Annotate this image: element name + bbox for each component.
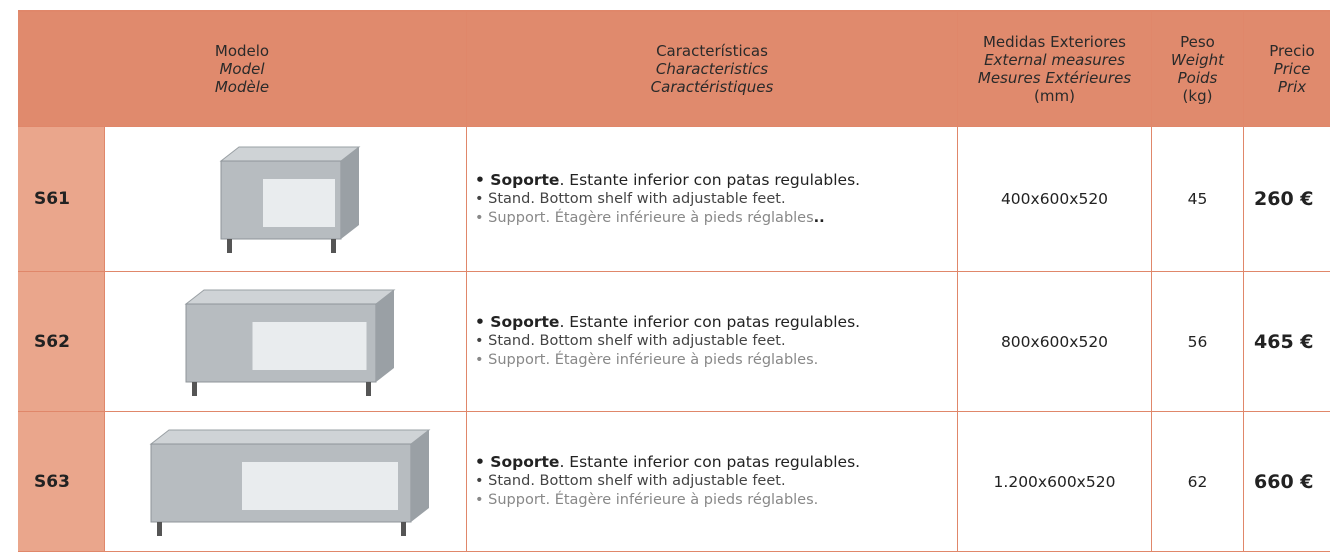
price: 260 € [1244, 127, 1330, 272]
text-en: • Stand. Bottom shelf with adjustable fe… [475, 190, 786, 207]
weight: 56 [1152, 272, 1244, 412]
header-text: External measures [984, 51, 1125, 69]
text-es: • Soporte. Estante inferior con patas re… [475, 313, 860, 332]
header-cell: Modelo Model Modèle [18, 12, 467, 127]
text-fr: • Support. Étagère inférieure à pieds ré… [475, 491, 818, 510]
text-fr: • Support. Étagère inférieure à pieds ré… [475, 352, 819, 368]
text-en: • Stand. Bottom shelf with adjustable fe… [475, 333, 786, 349]
text-es-bold: • Soporte [475, 313, 560, 331]
text-es-bold: • Soporte [475, 453, 560, 471]
text-es-bold: • Soporte [475, 170, 560, 189]
characteristics: • Soporte. Estante inferior con patas re… [467, 272, 958, 412]
product-image [105, 272, 467, 412]
header-text: Weight [1170, 51, 1225, 69]
model-code: S62 [18, 272, 105, 412]
text-es: . Estante inferior con patas regulables. [559, 313, 861, 331]
price: 660 € [1244, 412, 1330, 552]
text-fr-bold: .. [813, 209, 825, 226]
product-image [105, 127, 467, 272]
header-border [18, 10, 1330, 12]
header-cell: Precio Price Prix [1244, 12, 1330, 127]
text-es: • Soporte. Estante inferior con patas re… [475, 171, 860, 190]
header-text: Poids [1177, 69, 1218, 87]
header-text: Modelo [214, 42, 270, 60]
measures: 400x600x520 [958, 127, 1152, 272]
model-code: S61 [18, 127, 105, 272]
text-es: • Soporte. Estante inferior con patas re… [475, 453, 860, 472]
cabinet-drawing [184, 289, 395, 396]
cabinet-drawing [219, 146, 360, 253]
measures: 1.200x600x520 [958, 412, 1152, 552]
text-fr: • Support. Étagère inférieure à pieds ré… [475, 209, 825, 228]
characteristics: • Soporte. Estante inferior con patas re… [467, 412, 958, 552]
text-en: • Stand. Bottom shelf with adjustable fe… [475, 473, 786, 489]
weight: 62 [1152, 412, 1244, 552]
characteristics: • Soporte. Estante inferior con patas re… [467, 127, 958, 272]
header-text: Precio [1269, 42, 1315, 60]
header-cell: Medidas Exteriores External measures Mesur… [958, 12, 1152, 127]
header-text: (mm) [1034, 87, 1075, 105]
text-es: . Estante inferior con patas regulables. [559, 170, 861, 189]
text-fr: • Support. Étagère inférieure à pieds ré… [475, 209, 814, 226]
text-es: . Estante inferior con patas regulables. [559, 453, 861, 471]
header-text: Prix [1277, 78, 1307, 96]
header-text: (kg) [1182, 87, 1213, 105]
page: Modelo Model Modèle Características Characte… [18, 10, 1330, 552]
header-cell: Características Characteristics Caractéris… [467, 12, 958, 127]
header-text: Characteristics [655, 60, 769, 78]
measures: 800x600x520 [958, 272, 1152, 412]
header-text: Peso [1180, 33, 1215, 51]
header-text: Medidas Exteriores [982, 33, 1126, 51]
model-code: S63 [18, 412, 105, 552]
header-text: Model [219, 60, 265, 78]
weight: 45 [1152, 127, 1244, 272]
price: 465 € [1244, 272, 1330, 412]
header-cell: Peso Weight Poids (kg) [1152, 12, 1244, 127]
header-text: Price [1273, 60, 1311, 78]
product-image [105, 412, 467, 552]
header-text: Características [656, 42, 768, 60]
header-text: Modèle [214, 78, 270, 96]
header-text: Mesures Extérieures [977, 69, 1132, 87]
text-fr: • Support. Étagère inférieure à pieds ré… [475, 492, 819, 508]
header-text: Caractéristiques [650, 78, 774, 96]
cabinet-drawing [149, 429, 430, 536]
text-fr: • Support. Étagère inférieure à pieds ré… [475, 351, 818, 370]
